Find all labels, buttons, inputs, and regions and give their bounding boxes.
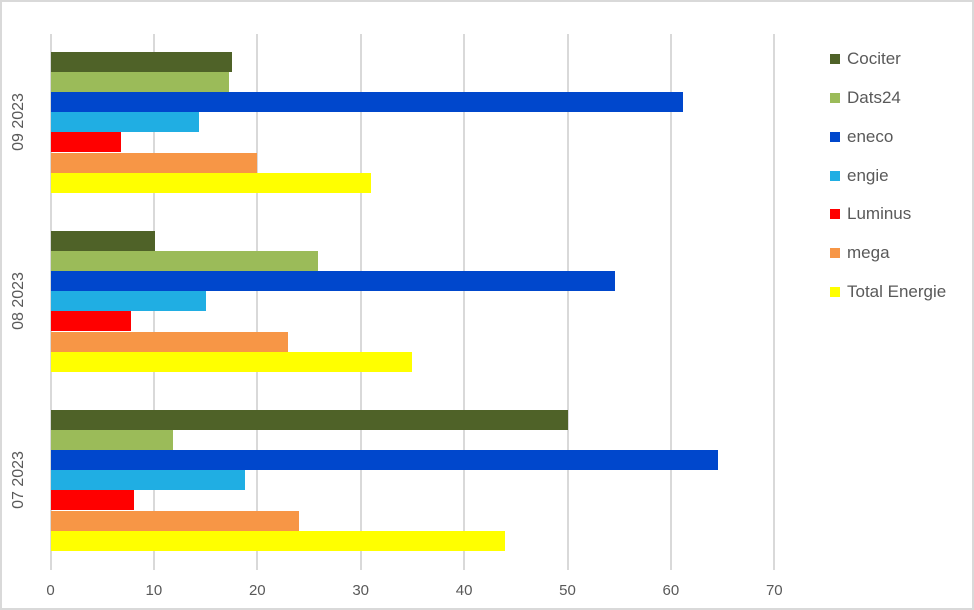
legend-swatch-icon [830, 209, 840, 219]
legend-swatch-icon [830, 171, 840, 181]
bar-eneco-08-2023[interactable] [51, 271, 616, 291]
bar-dats24-07-2023[interactable] [51, 430, 173, 450]
legend-label: Total Energie [847, 282, 947, 301]
gridline [359, 34, 362, 570]
bar-mega-07-2023[interactable] [51, 511, 299, 531]
bar-dats24-09-2023[interactable] [51, 72, 230, 92]
legend-item-cociter[interactable]: Cociter [830, 49, 901, 69]
gridline [256, 34, 259, 570]
bar-mega-08-2023[interactable] [51, 332, 289, 352]
bar-luminus-09-2023[interactable] [51, 132, 121, 152]
legend-label: Luminus [847, 204, 912, 223]
legend-item-engie[interactable]: engie [830, 166, 889, 186]
gridline [566, 34, 569, 570]
bar-dats24-08-2023[interactable] [51, 251, 319, 271]
legend-label: eneco [847, 127, 894, 146]
bar-engie-08-2023[interactable] [51, 291, 206, 311]
bar-eneco-07-2023[interactable] [51, 450, 719, 470]
x-tick-label: 40 [455, 582, 473, 599]
x-tick-label: 60 [662, 582, 680, 599]
gridline [669, 34, 672, 570]
bar-luminus-07-2023[interactable] [51, 490, 135, 510]
gridline [773, 34, 776, 570]
legend-label: mega [847, 243, 890, 262]
x-tick-label: 0 [46, 582, 55, 599]
bar-eneco-09-2023[interactable] [51, 92, 684, 112]
category-label: 09 2023 [10, 93, 27, 151]
legend-item-dats24[interactable]: Dats24 [830, 88, 901, 108]
x-tick-label: 30 [352, 582, 370, 599]
legend-label: Cociter [847, 49, 901, 68]
gridline [463, 34, 466, 570]
bar-total-energie-09-2023[interactable] [51, 173, 372, 193]
bar-cociter-08-2023[interactable] [51, 231, 155, 251]
legend-label: engie [847, 166, 889, 185]
x-tick-label: 70 [765, 582, 783, 599]
legend-swatch-icon [830, 132, 840, 142]
bar-cociter-07-2023[interactable] [51, 410, 568, 430]
legend-item-total-energie[interactable]: Total Energie [830, 282, 946, 302]
x-tick-label: 10 [145, 582, 163, 599]
legend-item-mega[interactable]: mega [830, 243, 890, 263]
legend-swatch-icon [830, 93, 840, 103]
bar-luminus-08-2023[interactable] [51, 311, 132, 331]
gridline [49, 34, 52, 570]
legend-swatch-icon [830, 287, 840, 297]
bar-cociter-09-2023[interactable] [51, 52, 233, 72]
x-tick-label: 50 [559, 582, 576, 599]
x-tick-label: 20 [248, 582, 266, 599]
legend-item-eneco[interactable]: eneco [830, 127, 893, 147]
category-label: 07 2023 [10, 451, 27, 509]
legend-swatch-icon [830, 54, 840, 64]
bar-engie-09-2023[interactable] [51, 112, 200, 132]
bar-total-energie-07-2023[interactable] [51, 531, 506, 551]
bar-total-energie-08-2023[interactable] [51, 352, 413, 372]
legend-item-luminus[interactable]: Luminus [830, 204, 911, 224]
bar-engie-07-2023[interactable] [51, 470, 245, 490]
bar-mega-09-2023[interactable] [51, 153, 258, 173]
category-label: 08 2023 [10, 272, 27, 330]
legend-label: Dats24 [847, 88, 901, 107]
legend-swatch-icon [830, 248, 840, 258]
